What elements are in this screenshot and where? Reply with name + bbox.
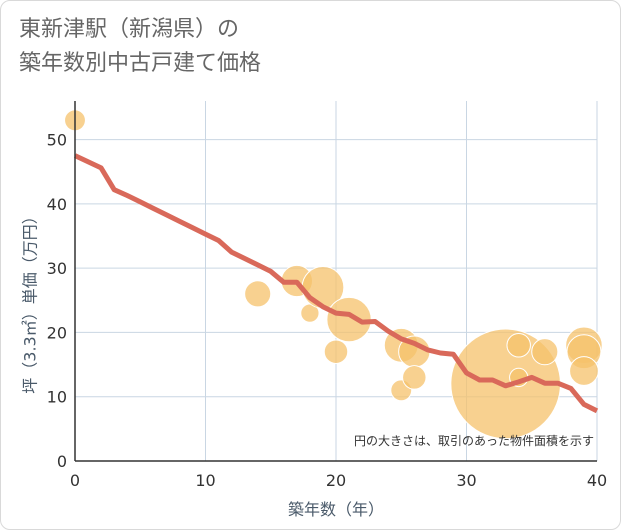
- y-tick-label: 40: [47, 195, 67, 214]
- bubble-size-note: 円の大きさは、取引のあった物件面積を示す: [354, 433, 594, 448]
- y-tick-label: 50: [47, 131, 67, 150]
- y-tick-labels: 0 10 20 30 40 50: [47, 131, 67, 471]
- x-tick-label: 10: [195, 471, 215, 490]
- data-bubble: [402, 365, 427, 390]
- x-tick-label: 40: [587, 471, 607, 490]
- y-tick-label: 20: [47, 323, 67, 342]
- x-tick-label: 20: [326, 471, 346, 490]
- trend-line: [73, 153, 599, 414]
- chart-title-line1: 東新津駅（新潟県）の: [19, 17, 240, 42]
- data-bubble: [506, 333, 531, 358]
- data-bubble: [244, 280, 272, 308]
- bubble-series: [64, 109, 603, 440]
- axes: [74, 101, 597, 462]
- chart-title-line2: 築年数別中古戸建て価格: [19, 51, 262, 76]
- data-bubble: [569, 356, 599, 386]
- x-tick-labels: 0 10 20 30 40: [70, 471, 607, 490]
- y-tick-label: 10: [47, 388, 67, 407]
- y-axis-title: 坪（3.3㎡）単価（万円）: [21, 208, 40, 393]
- x-axis-title: 築年数（年）: [288, 500, 384, 519]
- chart-title: 東新津駅（新潟県）の 築年数別中古戸建て価格: [19, 13, 261, 81]
- x-tick-label: 0: [70, 471, 80, 490]
- y-tick-label: 30: [47, 259, 67, 278]
- data-bubble: [323, 339, 349, 364]
- x-tick-label: 30: [456, 471, 476, 490]
- data-bubble: [531, 338, 559, 366]
- y-tick-label: 0: [57, 452, 67, 471]
